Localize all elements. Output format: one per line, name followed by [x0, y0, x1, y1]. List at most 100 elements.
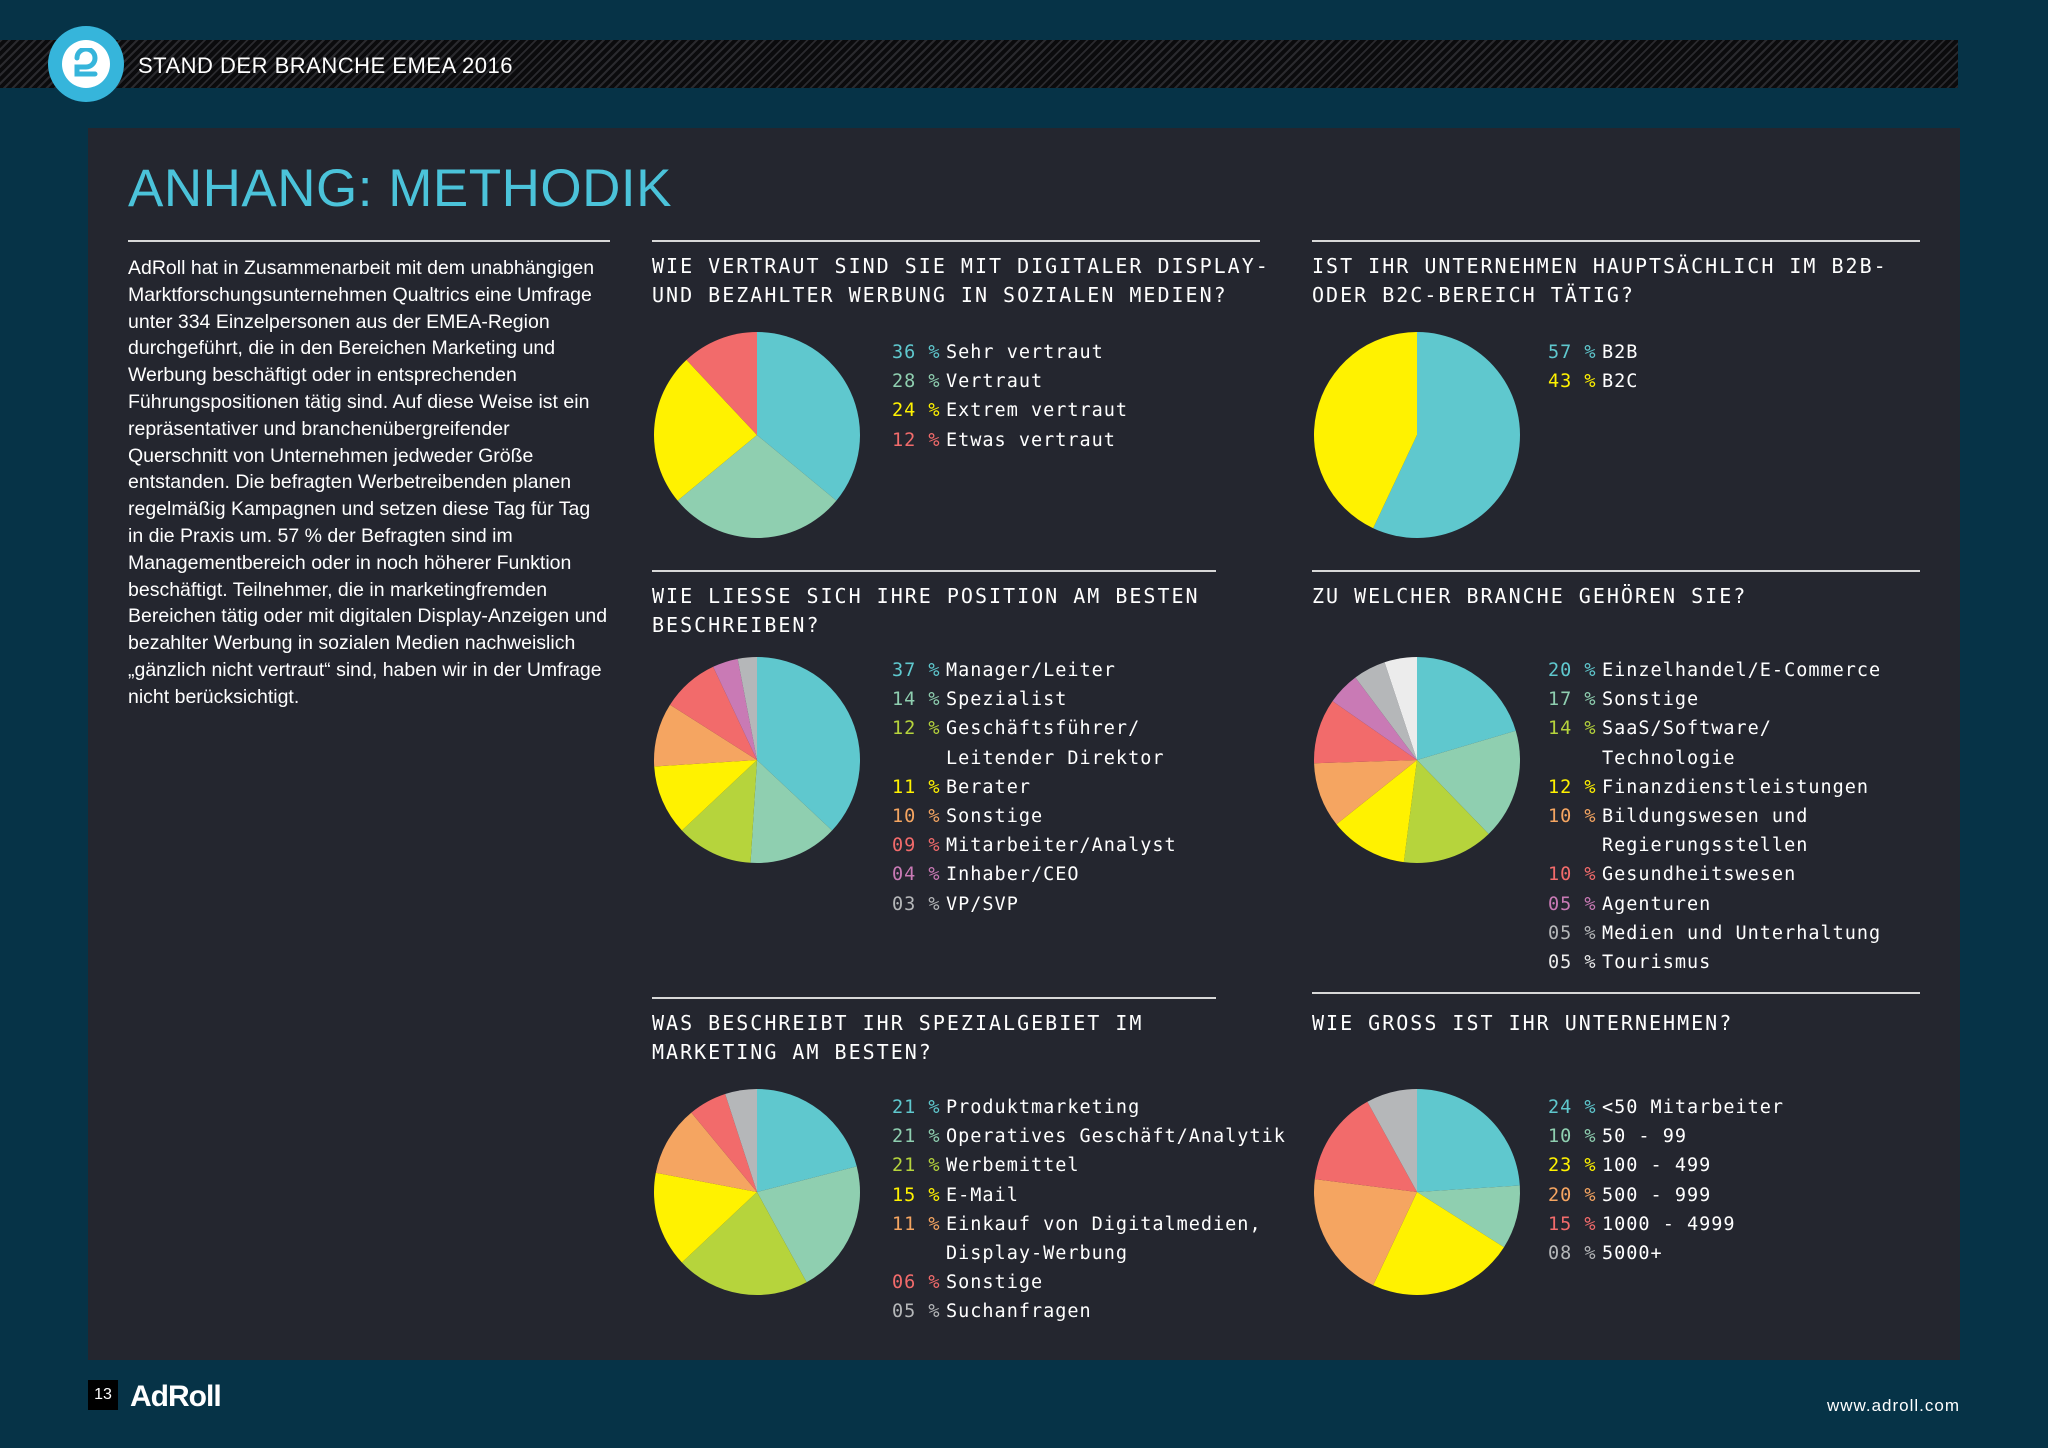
legend-label: Inhaber/CEO [946, 864, 1080, 886]
legend-label: B2C [1602, 371, 1639, 393]
chart-title: IST IHR UNTERNEHMEN HAUPTSÄCHLICH IM B2B… [1312, 254, 1888, 307]
pie-slice [1336, 760, 1417, 863]
legend-entry: 03 % VP/SVP [892, 890, 1177, 919]
pie-slice [757, 657, 860, 831]
legend-label: Berater [946, 776, 1031, 798]
legend-value: 05 % [892, 1301, 941, 1323]
legend-entry: 20 % 500 - 999 [1548, 1181, 1784, 1210]
legend-label: Geschäftsführer/ Leitender Direktor [946, 718, 1165, 769]
legend-entry: 10 % Gesundheitswesen [1548, 860, 1881, 889]
legend-value: 17 % [1548, 689, 1597, 711]
legend-label: Spezialist [946, 689, 1068, 711]
legend-entry: 12 % Etwas vertraut [892, 426, 1128, 455]
legend-label: Gesundheitswesen [1602, 864, 1797, 886]
legend-entry: 09 % Mitarbeiter/Analyst [892, 831, 1177, 860]
pie-slice [737, 657, 757, 760]
legend-label: Sehr vertraut [946, 342, 1104, 363]
footer-url: www.adroll.com [1826, 1396, 1960, 1415]
legend-label: Sonstige [946, 1272, 1044, 1294]
legend-entry: 05 % Medien und Unterhaltung [1548, 919, 1881, 948]
pie-slice [670, 666, 757, 760]
pie-slice [1355, 662, 1417, 760]
legend-value: 10 % [1548, 1126, 1597, 1148]
legend-entry: 43 % B2C [1548, 367, 1638, 396]
chart-rule [652, 240, 1260, 242]
legend-entry: 06 % Sonstige [892, 1268, 1286, 1297]
legend-label: Produktmarketing [946, 1097, 1141, 1118]
header-bar [0, 40, 1958, 88]
legend-label: 500 - 999 [1602, 1184, 1712, 1206]
legend-value: 08 % [1548, 1243, 1597, 1265]
pie-slice [1314, 701, 1417, 764]
page-title: ANHANG: METHODIK [128, 159, 672, 218]
pie-chart-specialty [654, 1089, 860, 1295]
legend-value: 21 % [892, 1126, 941, 1148]
legend-entry: 11 % Berater [892, 773, 1177, 802]
legend-entry: 36 % Sehr vertraut [892, 338, 1128, 367]
legend-entry: 24 % <50 Mitarbeiter [1548, 1093, 1784, 1122]
legend-label: 50 - 99 [1602, 1126, 1687, 1148]
chart-title: WIE VERTRAUT SIND SIE MIT DIGITALER DISP… [652, 254, 1270, 307]
legend-label: Werbemittel [946, 1155, 1080, 1177]
pie-slice [681, 760, 757, 863]
legend-value: 05 % [1548, 893, 1597, 915]
content-panel [88, 128, 1960, 1360]
pie-slice [691, 1094, 757, 1192]
legend-label: Finanzdienstleistungen [1602, 776, 1870, 798]
logo-swirl-icon [74, 48, 98, 77]
legend-label: 5000+ [1602, 1243, 1663, 1265]
legend-entry: 15 % E-Mail [892, 1181, 1286, 1210]
legend-entry: 05 % Agenturen [1548, 890, 1881, 919]
chart-title: WAS BESCHREIBT IHR SPEZIALGEBIET IM MARK… [652, 1011, 1144, 1064]
pie-slice [655, 1112, 757, 1192]
legend-value: 37 % [892, 660, 941, 681]
pie-slice [1384, 657, 1417, 760]
legend-entry: 24 % Extrem vertraut [892, 396, 1128, 425]
legend-label: Suchanfragen [946, 1301, 1092, 1323]
legend-label: Operatives Geschäft/Analytik [946, 1126, 1286, 1148]
pie-slice [1314, 1101, 1417, 1192]
legend-familiarity: 36 % Sehr vertraut 28 % Vertraut 24 % Extrem … [892, 338, 1128, 455]
legend-value: 43 % [1548, 371, 1597, 393]
legend-label: VP/SVP [946, 893, 1019, 915]
pie-chart-position [654, 657, 860, 863]
legend-entry: 14 % SaaS/Software/ Technologie [1548, 714, 1881, 772]
pie-slice [1417, 1089, 1520, 1192]
pie-slice [750, 760, 833, 863]
legend-entry: 12 % Geschäftsführer/ Leitender Direktor [892, 714, 1177, 772]
legend-value: 14 % [1548, 718, 1597, 740]
legend-entry: 08 % 5000+ [1548, 1239, 1784, 1268]
legend-industry: 20 % Einzelhandel/E-Commerce 17 % Sonstige 1… [1548, 656, 1881, 977]
pie-slice [677, 435, 837, 538]
legend-entry: 21 % Werbemittel [892, 1151, 1286, 1180]
pie-slice [1417, 1185, 1520, 1248]
legend-value: 04 % [892, 864, 941, 886]
legend-label: Bildungswesen und Regierungsstellen [1602, 806, 1809, 857]
legend-value: 03 % [892, 893, 941, 915]
pie-slice [1314, 332, 1417, 529]
legend-entry: 21 % Produktmarketing [892, 1093, 1286, 1122]
legend-value: 11 % [892, 776, 941, 798]
legend-entry: 37 % Manager/Leiter [892, 656, 1177, 685]
legend-label: Manager/Leiter [946, 660, 1116, 681]
legend-entry: 11 % Einkauf von Digitalmedien, Display-W… [892, 1210, 1286, 1268]
legend-entry: 10 % Bildungswesen und Regierungsstellen [1548, 802, 1881, 860]
pie-slice [654, 1172, 757, 1263]
legend-entry: 05 % Suchanfragen [892, 1297, 1286, 1326]
legend-value: 20 % [1548, 1184, 1597, 1206]
intro-text: AdRoll hat in Zusammenarbeit mit dem una… [128, 257, 608, 708]
legend-value: 24 % [1548, 1097, 1597, 1118]
legend-value: 10 % [1548, 864, 1597, 886]
pie-chart-familiarity [654, 332, 860, 538]
legend-value: 10 % [892, 806, 941, 828]
chart-title: WIE GROSS IST IHR UNTERNEHMEN? [1312, 1011, 1734, 1035]
legend-label: E-Mail [946, 1184, 1019, 1206]
pie-chart-industry [1314, 657, 1520, 863]
legend-value: 15 % [1548, 1213, 1597, 1235]
pie-chart-company-size [1314, 1089, 1520, 1295]
pie-slice [1332, 677, 1417, 760]
legend-entry: 28 % Vertraut [892, 367, 1128, 396]
legend-b2b-b2c: 57 % B2B 43 % B2C [1548, 338, 1638, 396]
legend-label: Mitarbeiter/Analyst [946, 835, 1177, 857]
legend-value: 36 % [892, 342, 941, 363]
